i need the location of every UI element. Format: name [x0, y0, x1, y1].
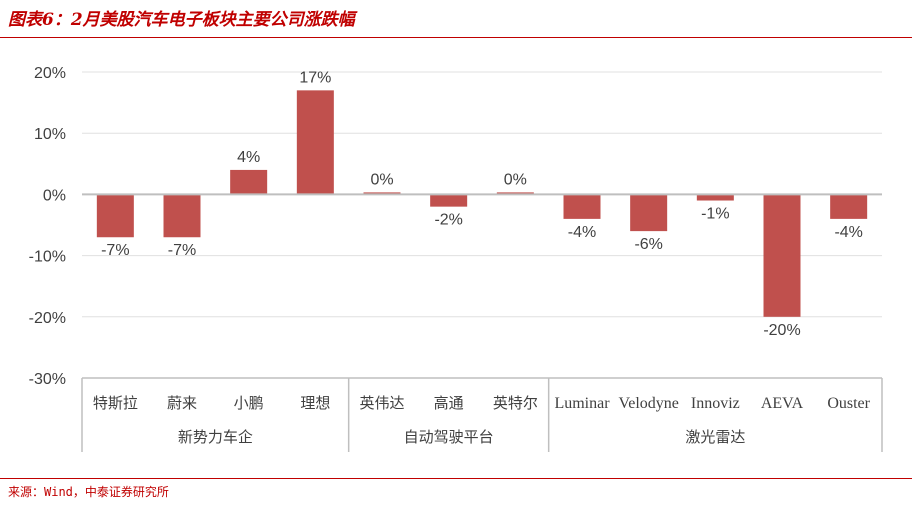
- category-label: Ouster: [827, 395, 870, 412]
- bar-9: [630, 194, 668, 232]
- data-label: 0%: [504, 171, 527, 188]
- category-label: AEVA: [761, 395, 804, 412]
- y-tick-label: 0%: [43, 187, 66, 204]
- data-label: 17%: [299, 69, 331, 86]
- data-label: -4%: [568, 224, 596, 241]
- source-note: 来源：Wind，中泰证券研究所: [8, 485, 169, 499]
- y-tick-label: 10%: [34, 126, 66, 143]
- chart-title: 图表6：2月美股汽车电子板块主要公司涨跌幅: [8, 10, 355, 30]
- group-label: 自动驾驶平台: [404, 428, 494, 446]
- bar-chart: 20% 10% 0% -10% -20% -30% -7% -7% 4% 17% 0% -2% 0% -4…: [29, 65, 883, 452]
- bar-1: [96, 194, 134, 238]
- bar-4: [296, 90, 334, 195]
- y-tick-label: -30%: [29, 371, 66, 388]
- data-label: -7%: [168, 242, 196, 259]
- bar-3: [230, 169, 268, 195]
- category-label: 蔚来: [167, 394, 197, 412]
- bar-12: [830, 194, 868, 219]
- data-label: -2%: [434, 212, 462, 229]
- category-label: 小鹏: [234, 394, 264, 412]
- category-label: 特斯拉: [93, 394, 138, 412]
- y-tick-label: -10%: [29, 249, 66, 266]
- category-label: 理想: [300, 394, 330, 412]
- bar-10: [696, 194, 734, 201]
- group-label: 新势力车企: [178, 428, 253, 446]
- bar-6: [430, 194, 468, 207]
- group-label: 激光雷达: [685, 428, 745, 446]
- data-label: 0%: [370, 171, 393, 188]
- category-label: 高通: [434, 394, 464, 412]
- y-tick-label: -20%: [29, 310, 66, 327]
- data-label: -20%: [763, 322, 800, 339]
- bar-11: [763, 194, 801, 317]
- bar-2: [163, 194, 201, 238]
- data-label: -6%: [634, 236, 662, 253]
- data-label: -4%: [834, 224, 862, 241]
- data-label: -7%: [101, 242, 129, 259]
- category-label: 英特尔: [493, 394, 538, 412]
- footer-divider: [0, 478, 912, 479]
- category-label: Innoviz: [691, 395, 740, 412]
- category-label: Velodyne: [618, 395, 678, 412]
- y-tick-label: 20%: [34, 65, 66, 82]
- category-label: 英伟达: [359, 394, 404, 412]
- data-label: 4%: [237, 149, 260, 166]
- category-label: Luminar: [554, 395, 610, 412]
- bar-8: [563, 194, 601, 219]
- data-label: -1%: [701, 206, 729, 223]
- title-divider: [0, 37, 912, 38]
